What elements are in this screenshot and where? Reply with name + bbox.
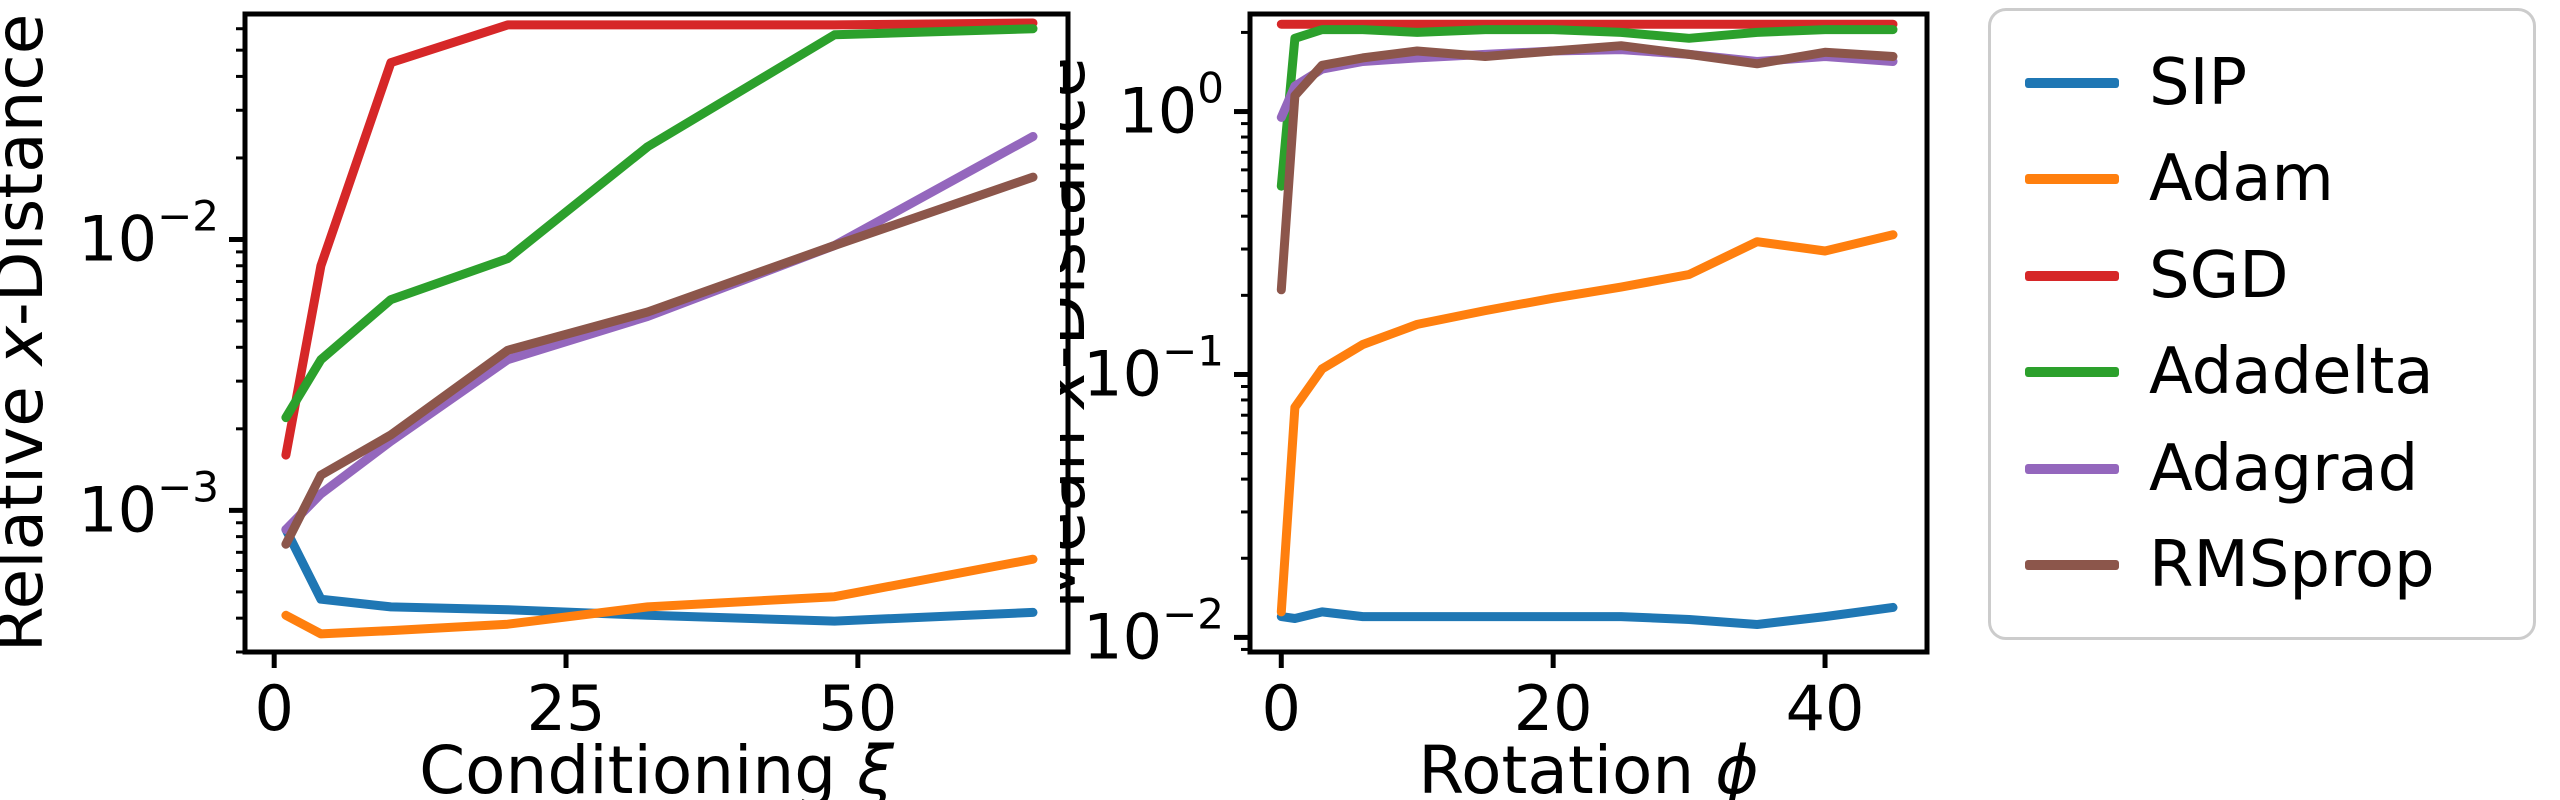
- legend-item-adadelta: Adadelta: [2025, 324, 2499, 420]
- legend-label-rmsprop: RMSprop: [2149, 527, 2435, 602]
- legend-label-sgd: SGD: [2149, 238, 2289, 313]
- rotation-chart: 0 20 40 10−2 10−1 100 Rotation ϕ Mean x-Distanc…: [1060, 11, 1930, 800]
- svg-text:10−2: 10−2: [78, 192, 219, 276]
- legend-label-sip: SIP: [2149, 46, 2248, 120]
- svg-text:Rotation ϕ: Rotation ϕ: [1418, 732, 1759, 800]
- sip-line-swatch: [2025, 78, 2119, 88]
- sgd-line-swatch: [2025, 270, 2119, 281]
- legend-label-adadelta: Adadelta: [2149, 335, 2434, 410]
- svg-text:50: 50: [818, 672, 897, 745]
- conditioning-chart: 0 25 50 10−3 10−2 Conditioning ξ Relative x-Di…: [0, 11, 1071, 800]
- adam-line-swatch: [2025, 174, 2119, 185]
- svg-text:10−2: 10−2: [1083, 589, 1224, 673]
- svg-text:Relative x-Distance: Relative x-Distance: [0, 14, 58, 653]
- svg-text:0: 0: [1262, 672, 1301, 745]
- legend-label-adam: Adam: [2149, 142, 2334, 217]
- rmsprop-line-swatch: [2025, 559, 2119, 570]
- legend-label-adagrad: Adagrad: [2149, 431, 2419, 506]
- legend-item-sgd: SGD: [2025, 228, 2499, 324]
- legend: SIP Adam SGD Adadelta Adagrad RMSprop: [1988, 8, 2536, 640]
- svg-text:40: 40: [1786, 672, 1865, 745]
- svg-text:10−3: 10−3: [78, 462, 219, 546]
- legend-item-adagrad: Adagrad: [2025, 421, 2499, 517]
- adadelta-line-swatch: [2025, 367, 2119, 378]
- legend-item-rmsprop: RMSprop: [2025, 517, 2499, 613]
- svg-text:20: 20: [1514, 672, 1593, 745]
- adagrad-line-swatch: [2025, 463, 2119, 474]
- svg-text:Conditioning ξ: Conditioning ξ: [419, 732, 895, 800]
- svg-text:100: 100: [1118, 64, 1224, 148]
- svg-text:Mean x-Distance: Mean x-Distance: [1060, 57, 1100, 609]
- svg-text:10−1: 10−1: [1083, 326, 1224, 410]
- svg-text:0: 0: [254, 672, 293, 745]
- legend-item-sip: SIP: [2025, 35, 2499, 131]
- svg-text:25: 25: [527, 672, 606, 745]
- legend-item-adam: Adam: [2025, 131, 2499, 227]
